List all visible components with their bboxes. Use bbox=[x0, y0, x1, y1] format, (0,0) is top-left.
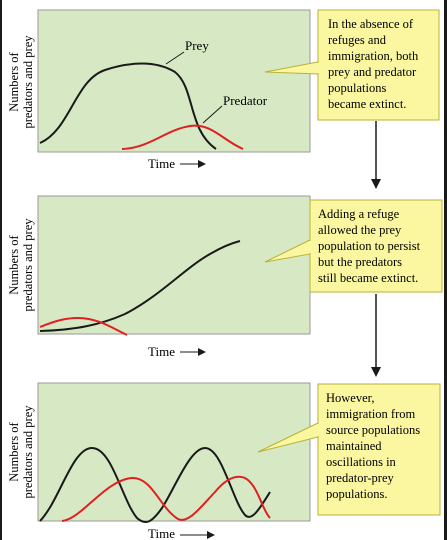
panel-1-callout-line-2: refuges and bbox=[328, 33, 387, 47]
panel-1-callout-line-5: populations bbox=[328, 81, 386, 95]
panel-3-callout-line-5: oscillations in bbox=[326, 455, 397, 469]
panel-1-predator-pointer bbox=[202, 105, 223, 124]
panel-1-ylabel-line2: predators and prey bbox=[21, 35, 35, 129]
panel-1-predator-curve bbox=[121, 124, 244, 150]
panel-2: Numbers of predators and prey Time Addin… bbox=[7, 195, 443, 359]
panel-3-callout-line-7: populations. bbox=[326, 487, 387, 501]
panel-1-callout-line-3: immigration, both bbox=[328, 49, 419, 63]
panel-2-ylabel-line1: Numbers of bbox=[7, 234, 21, 294]
panel-1-prey-label: Prey bbox=[185, 38, 209, 53]
panel-1-predator-label: Predator bbox=[223, 93, 268, 108]
panel-3: Numbers of predators and prey Time Howev… bbox=[7, 382, 441, 540]
panel-3-plot-area bbox=[37, 382, 311, 522]
panel-3-callout-line-1: However, bbox=[326, 391, 374, 405]
panel-3-callout-line-2: immigration from bbox=[326, 407, 415, 421]
panel-1-callout-line-1: In the absence of bbox=[328, 17, 414, 31]
panel-3-ylabel-line1: Numbers of bbox=[7, 421, 21, 481]
panel-3-ylabel-line2: predators and prey bbox=[21, 405, 35, 499]
panel-2-callout-line-5: still became extinct. bbox=[318, 271, 418, 285]
panel-2-callout-line-3: population to persist bbox=[318, 239, 421, 253]
panel-3-callout-line-4: maintained bbox=[326, 439, 382, 453]
panel-2-callout-line-4: but the predators bbox=[318, 255, 402, 269]
panel-1-callout-line-6: became extinct. bbox=[328, 97, 406, 111]
panel-3-predator-curve bbox=[61, 475, 271, 522]
panel-1-prey-pointer bbox=[165, 51, 185, 65]
panel-1-plot-area bbox=[37, 9, 311, 153]
panel-3-callout-line-6: predator-prey bbox=[326, 471, 395, 485]
panel-2-plot-area bbox=[37, 195, 311, 335]
panel-2-callout-line-1: Adding a refuge bbox=[318, 207, 400, 221]
right-edge-bar bbox=[444, 0, 447, 540]
panel-3-prey-curve bbox=[39, 446, 271, 524]
panel-2-ylabel-line2: predators and prey bbox=[21, 218, 35, 312]
panel-1-callout-box bbox=[317, 9, 440, 121]
panel-2-xlabel: Time bbox=[148, 344, 175, 359]
panel-3-xlabel: Time bbox=[148, 526, 175, 540]
panel-1-xlabel: Time bbox=[148, 156, 175, 171]
panel-1-callout-line-4: prey and predator bbox=[328, 65, 417, 79]
panel-2-callout-line-2: allowed the prey bbox=[318, 223, 402, 237]
panel-3-callout-line-3: source populations bbox=[326, 423, 420, 437]
panel-1-prey-curve bbox=[39, 62, 217, 150]
left-edge-bar bbox=[0, 0, 2, 540]
panel-1: Numbers of predators and prey Prey Preda… bbox=[7, 9, 440, 171]
panel-3-callout-box bbox=[317, 383, 441, 516]
panel-2-predator-curve bbox=[39, 316, 128, 336]
panel-2-prey-curve bbox=[39, 240, 241, 332]
panel-2-callout-box bbox=[309, 199, 443, 293]
panel-1-ylabel-line1: Numbers of bbox=[7, 51, 21, 111]
